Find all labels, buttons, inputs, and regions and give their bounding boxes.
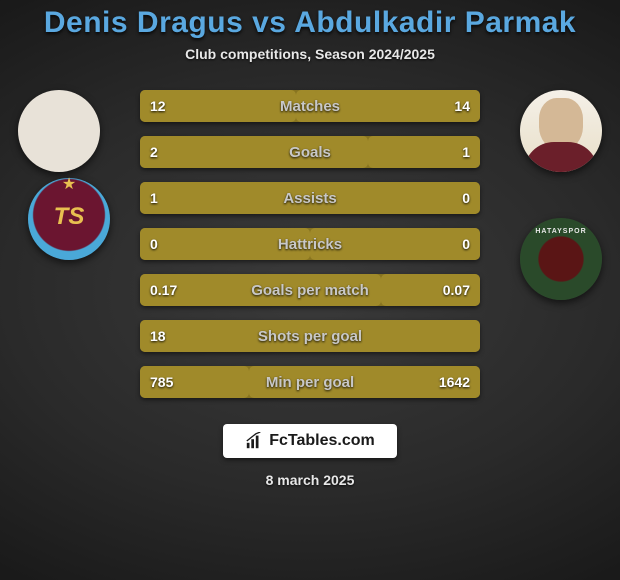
stat-value-left: 1	[150, 190, 158, 206]
stat-label: Shots per goal	[258, 328, 362, 345]
content-wrapper: Denis Dragus vs Abdulkadir Parmak Club c…	[0, 0, 620, 580]
stat-value-right: 0	[462, 236, 470, 252]
comparison-area: 12 14 Matches 2 1 Goals 1 0 Assists 0 0 Hattricks 0.…	[0, 90, 620, 398]
date-label: 8 march 2025	[266, 472, 355, 488]
stat-row: 12 14 Matches	[140, 90, 480, 122]
stat-value-right: 14	[454, 98, 470, 114]
bar-fill-left	[140, 136, 368, 168]
page-subtitle: Club competitions, Season 2024/2025	[185, 46, 435, 62]
player-left-club-badge	[28, 178, 110, 260]
stat-row: 2 1 Goals	[140, 136, 480, 168]
stat-value-left: 785	[150, 374, 173, 390]
stat-value-left: 18	[150, 328, 166, 344]
stat-row: 1 0 Assists	[140, 182, 480, 214]
chart-icon	[245, 432, 263, 450]
stat-value-left: 2	[150, 144, 158, 160]
stat-value-right: 0	[462, 190, 470, 206]
stat-label: Min per goal	[266, 374, 354, 391]
stat-value-left: 12	[150, 98, 166, 114]
stat-label: Goals	[289, 144, 331, 161]
stat-value-left: 0.17	[150, 282, 177, 298]
stat-label: Hattricks	[278, 236, 342, 253]
page-title: Denis Dragus vs Abdulkadir Parmak	[44, 6, 576, 40]
stat-row: 785 1642 Min per goal	[140, 366, 480, 398]
stat-row: 0 0 Hattricks	[140, 228, 480, 260]
site-badge: FcTables.com	[223, 424, 397, 458]
comparison-bars: 12 14 Matches 2 1 Goals 1 0 Assists 0 0 Hattricks 0.…	[140, 90, 480, 398]
stat-row: 18 Shots per goal	[140, 320, 480, 352]
stat-value-left: 0	[150, 236, 158, 252]
stat-value-right: 1	[462, 144, 470, 160]
player-right-club-badge	[520, 218, 602, 300]
stat-label: Matches	[280, 98, 340, 115]
stat-label: Assists	[283, 190, 336, 207]
player-left-avatar	[18, 90, 100, 172]
stat-row: 0.17 0.07 Goals per match	[140, 274, 480, 306]
stat-value-right: 0.07	[443, 282, 470, 298]
site-name: FcTables.com	[269, 432, 375, 450]
player-right-avatar	[520, 90, 602, 172]
stat-label: Goals per match	[251, 282, 369, 299]
stat-value-right: 1642	[439, 374, 470, 390]
